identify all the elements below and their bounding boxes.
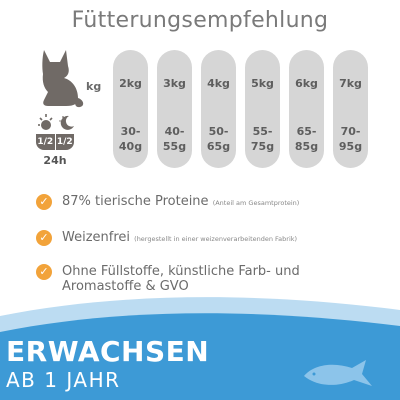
daily-amount: 50- 65g [206,125,231,153]
feeding-table: 2kg 30- 40g 3kg 40- 55g 4kg 50- 65g 5kg 55-… [113,50,368,168]
cat-icon [42,50,84,108]
feature-text: 87% tierische Proteine [62,194,209,209]
cat-weight: 3kg [163,77,186,90]
feature-text: Weizenfrei [62,230,131,245]
feature-no-additives: ✓ Ohne Füllstoffe, künstliche Farb- und … [36,264,376,294]
daily-amount: 65- 85g [294,125,319,153]
moon-icon [59,115,74,130]
cat-weight: 7kg [339,77,362,90]
daily-amount: 30- 40g [118,125,143,153]
daily-amount: 40- 55g [162,125,187,153]
sun-icon [38,114,53,130]
feature-note: (Anteil am Gesamtprotein) [212,199,300,207]
daily-amount: 55- 75g [250,125,275,153]
feature-wheat-free: ✓ Weizenfrei (hergestellt in einer weize… [36,230,297,247]
feeding-column: 2kg 30- 40g [113,50,148,168]
portion-half-day: 1/2 [37,137,54,147]
feeding-column: 7kg 70- 95g [333,50,368,168]
feeding-column: 4kg 50- 65g [201,50,236,168]
check-icon: ✓ [36,264,52,280]
feeding-column: 5kg 55- 75g [245,50,280,168]
banner-background [0,297,400,400]
check-icon: ✓ [36,194,52,210]
portion-period: 24h [43,154,67,167]
check-icon: ✓ [36,230,52,246]
daily-amount: 70- 95g [338,125,363,153]
portion-bowl: 1/2 1/2 [36,134,74,150]
fish-icon [304,360,372,386]
feeding-column: 3kg 40- 55g [157,50,192,168]
page-title: Fütterungsempfehlung [71,8,329,33]
feature-protein: ✓ 87% tierische Proteine (Anteil am Gesa… [36,194,299,211]
cat-weight: 6kg [295,77,318,90]
portion-half-night: 1/2 [54,134,75,150]
cat-weight: 5kg [251,77,274,90]
feature-text: Ohne Füllstoffe, künstliche Farb- und Ar… [62,264,300,294]
daynight-portion: 1/2 1/2 24h [36,112,74,172]
feeding-column: 6kg 65- 85g [289,50,324,168]
kg-label: kg [86,80,102,93]
cat-weight: 4kg [207,77,230,90]
banner-title: ERWACHSEN [6,335,210,368]
cat-weight: 2kg [119,77,142,90]
banner-subtitle: AB 1 JAHR [6,368,121,392]
feature-note: (hergestellt in einer weizenverarbeitend… [134,235,298,243]
